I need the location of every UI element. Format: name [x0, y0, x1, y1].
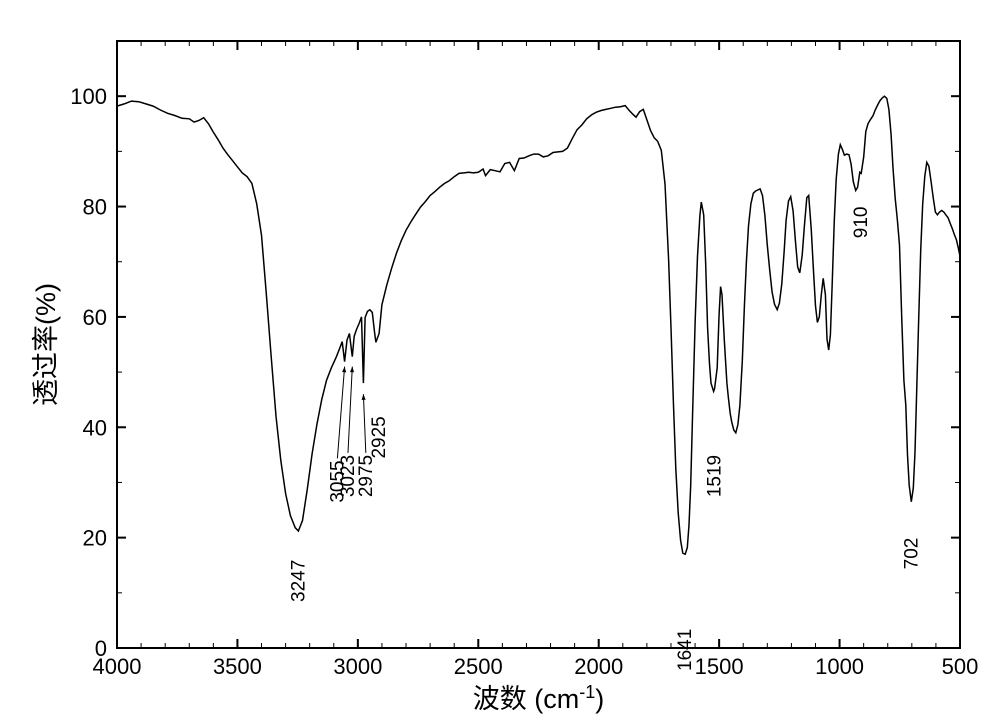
peak-arrow	[337, 367, 344, 459]
y-tick-label: 40	[83, 415, 107, 440]
peak-label-702: 702	[901, 538, 922, 570]
peak-label-3247: 3247	[288, 560, 309, 602]
peak-arrow-head	[362, 394, 366, 400]
plot-frame	[117, 41, 960, 648]
peak-label-2925: 2925	[369, 416, 390, 458]
x-tick-label: 2500	[454, 654, 503, 679]
peak-arrow	[363, 394, 365, 453]
peak-label-910: 910	[851, 207, 872, 239]
peak-label-1519: 1519	[705, 455, 726, 497]
x-tick-label: 2000	[574, 654, 623, 679]
x-tick-label: 3000	[333, 654, 382, 679]
spectrum-trace	[117, 96, 960, 554]
x-tick-label: 3500	[213, 654, 262, 679]
peak-label-2975: 2975	[356, 455, 377, 497]
y-tick-label: 0	[95, 636, 107, 661]
y-axis-title: 透过率(%)	[31, 283, 61, 406]
ir-spectrum-chart: 4000350030002500200015001000500020406080…	[0, 0, 1000, 727]
y-tick-label: 60	[83, 305, 107, 330]
y-tick-label: 100	[70, 84, 107, 109]
x-tick-label: 1500	[695, 654, 744, 679]
y-tick-label: 20	[83, 526, 107, 551]
x-axis-title: 波数 (cm-1)	[473, 682, 605, 714]
peak-arrow	[348, 367, 352, 453]
y-tick-label: 80	[83, 195, 107, 220]
peak-arrow-head	[350, 367, 354, 373]
peak-label-1641: 1641	[675, 629, 696, 671]
x-tick-label: 1000	[815, 654, 864, 679]
chart-svg: 4000350030002500200015001000500020406080…	[0, 0, 1000, 727]
x-tick-label: 500	[942, 654, 979, 679]
